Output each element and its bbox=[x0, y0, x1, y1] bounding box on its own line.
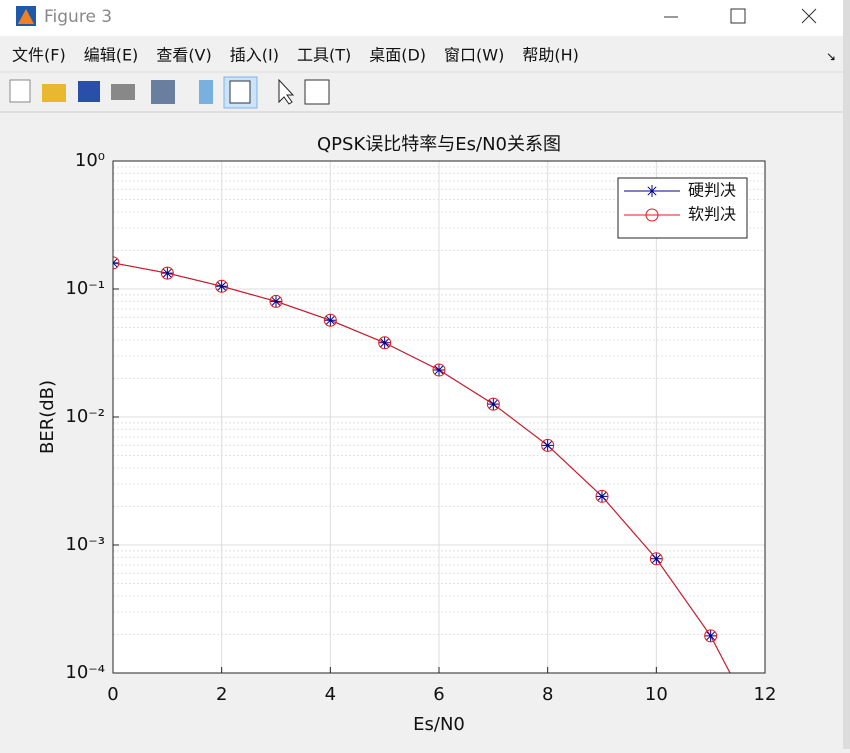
menu-arrow[interactable]: ↘ bbox=[826, 50, 836, 64]
legend-label: 硬判决 bbox=[688, 181, 736, 200]
save-icon[interactable] bbox=[78, 81, 100, 102]
x-tick-label: 0 bbox=[107, 684, 118, 705]
background-app bbox=[843, 0, 850, 749]
marker bbox=[595, 489, 609, 503]
x-tick-label: 6 bbox=[433, 684, 444, 705]
toolbar bbox=[9, 76, 330, 109]
marker bbox=[113, 256, 120, 270]
link-icon[interactable] bbox=[151, 80, 175, 104]
marker bbox=[486, 397, 500, 411]
marker bbox=[487, 398, 500, 411]
open-icon[interactable] bbox=[42, 84, 66, 102]
x-tick-label: 10 bbox=[645, 684, 668, 705]
marker bbox=[646, 185, 658, 197]
marker bbox=[160, 266, 174, 280]
menu-item[interactable]: 文件(F) bbox=[12, 46, 66, 65]
x-axis-label: Es/N0 bbox=[413, 714, 465, 735]
axes-box bbox=[112, 160, 766, 674]
y-tick-label: 10⁰ bbox=[75, 150, 105, 171]
marker bbox=[704, 629, 717, 642]
marker bbox=[269, 294, 283, 308]
x-tick-label: 12 bbox=[754, 684, 777, 705]
marker bbox=[323, 313, 337, 327]
menu-item[interactable]: 桌面(D) bbox=[369, 46, 426, 65]
y-tick-label: 10⁻² bbox=[65, 406, 105, 427]
app-icon-shape bbox=[18, 9, 34, 24]
y-axis-label: BER(dB) bbox=[37, 380, 58, 454]
marker bbox=[215, 280, 228, 293]
marker bbox=[161, 267, 174, 280]
close-button[interactable] bbox=[801, 8, 817, 24]
title-bar bbox=[0, 0, 843, 36]
property-icon[interactable] bbox=[304, 79, 330, 105]
x-tick-label: 2 bbox=[216, 684, 227, 705]
maximize-button[interactable] bbox=[730, 8, 746, 24]
menu-item[interactable]: 查看(V) bbox=[156, 46, 211, 65]
marker bbox=[378, 336, 392, 350]
marker bbox=[270, 295, 282, 308]
chart-title: QPSK误比特率与Es/N0关系图 bbox=[317, 134, 561, 155]
marker bbox=[378, 336, 391, 349]
legend-icon bbox=[229, 80, 251, 104]
marker bbox=[215, 279, 229, 293]
x-tick-label: 8 bbox=[542, 684, 553, 705]
menu-item[interactable]: 帮助(H) bbox=[522, 46, 579, 65]
legend-label: 软判决 bbox=[688, 205, 736, 224]
y-tick-label: 10⁻¹ bbox=[65, 278, 105, 299]
x-tick-label: 4 bbox=[325, 684, 336, 705]
marker bbox=[596, 490, 608, 503]
y-tick-label: 10⁻³ bbox=[65, 534, 105, 555]
marker bbox=[704, 629, 718, 643]
print-icon[interactable] bbox=[111, 84, 135, 100]
pointer-icon[interactable] bbox=[278, 78, 295, 105]
menu-item[interactable]: 插入(I) bbox=[230, 46, 279, 65]
legend-box bbox=[617, 177, 748, 239]
marker bbox=[645, 208, 659, 222]
plot-content bbox=[113, 256, 731, 673]
menu-bar: 文件(F) 编辑(E) 查看(V) 插入(I) 工具(T) 桌面(D) 窗口(W) 帮助(H) bbox=[12, 46, 579, 65]
menu-item[interactable]: 窗口(W) bbox=[444, 46, 504, 65]
marker bbox=[432, 363, 446, 377]
marker bbox=[433, 363, 445, 376]
marker bbox=[649, 552, 663, 566]
marker bbox=[541, 438, 555, 452]
colorbar-icon[interactable] bbox=[199, 80, 213, 104]
menu-item[interactable]: 编辑(E) bbox=[84, 46, 139, 65]
y-tick-label: 10⁻⁴ bbox=[65, 662, 105, 683]
marker bbox=[541, 439, 554, 452]
window-title: Figure 3 bbox=[44, 7, 112, 27]
menu-item[interactable]: 工具(T) bbox=[297, 46, 351, 65]
new-icon[interactable] bbox=[9, 79, 31, 103]
marker bbox=[324, 314, 337, 327]
marker bbox=[650, 552, 663, 565]
